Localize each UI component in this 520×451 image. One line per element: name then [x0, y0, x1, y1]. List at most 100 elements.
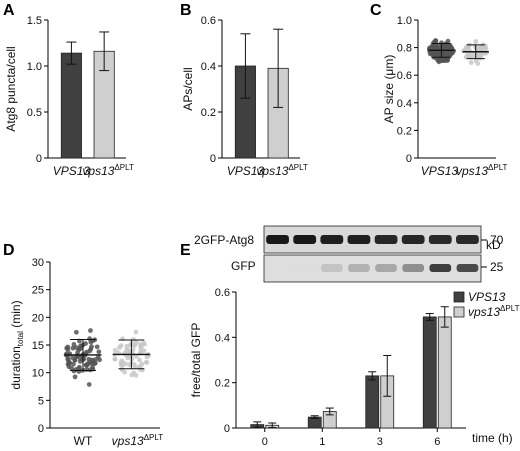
blot-band-row2: [293, 264, 316, 272]
chart-d-point: [138, 344, 144, 350]
blot-marker-70: 70: [490, 233, 504, 247]
chart-d-y-label-sub: total: [16, 331, 25, 346]
chart-c-x-label-0-text: VPS13: [421, 164, 459, 178]
blot-band-row1: [456, 235, 479, 244]
chart-d-point: [133, 329, 139, 335]
chart-e-legend-label-1: vps13ΔPLT: [468, 304, 520, 319]
chart-c-point: [429, 45, 435, 50]
chart-d-y-tick-label: 25: [32, 285, 44, 297]
chart-d-point: [72, 357, 78, 363]
chart-e-legend-label-0: VPS13: [468, 290, 506, 304]
chart-d-point: [88, 328, 93, 333]
blot-band-row2: [456, 264, 479, 272]
chart-e-x-tick-label: 1: [319, 436, 325, 448]
chart-a-x-label-0: VPS13: [53, 164, 91, 178]
chart-e-legend-text-0: VPS13: [468, 290, 506, 304]
chart-d-point: [71, 342, 77, 347]
chart-a-x-label-0-text: VPS13: [53, 164, 91, 178]
chart-e-y-tick-label: 0.2: [215, 378, 230, 390]
chart-d-point: [76, 346, 82, 352]
panel-label-e: E: [180, 242, 191, 259]
chart-c-point: [444, 58, 450, 63]
chart-c-point: [475, 53, 481, 59]
chart-a-x-label-1: vps13ΔPLT: [82, 163, 134, 178]
chart-d-point: [86, 356, 92, 362]
western-blot: kD 2GFP-Atg8 GFP 70 25: [194, 225, 504, 283]
chart-d-point: [77, 364, 82, 370]
chart-d-point: [70, 345, 76, 351]
chart-c-point: [448, 51, 453, 57]
chart-b-y-tick-label: 0.4: [201, 61, 216, 73]
chart-c-y-tick-label: 0: [406, 153, 412, 165]
blot-kd-label: kD: [486, 238, 501, 252]
chart-b-y-tick-label: 0.2: [201, 107, 216, 119]
chart-d-point: [73, 329, 79, 335]
chart-d-y-tick-label: 30: [32, 257, 44, 269]
chart-d-point: [112, 356, 118, 362]
chart-d-point: [94, 344, 100, 350]
blot-band-row2: [348, 264, 370, 272]
chart-d-point: [87, 367, 93, 373]
blot-row-label-gfp: GFP: [231, 259, 256, 273]
chart-c-point: [473, 39, 479, 44]
chart-b-x-label-1-text: vps13: [256, 164, 288, 178]
chart-e: 0 0.2 0.4 0.6 0 1 3 6 free/total GFP time (h) VPS1…: [189, 287, 520, 448]
chart-a-x-label-1-superscript: ΔPLT: [114, 163, 134, 172]
chart-d-y-tick-label: 15: [32, 340, 44, 352]
chart-a-y-tick-label: 1.5: [27, 15, 42, 27]
chart-c-y-tick-label: 0.8: [397, 43, 412, 55]
blot-band-row1: [374, 235, 398, 244]
chart-c-point: [445, 38, 451, 44]
chart-d-x-label-0: WT: [74, 434, 93, 448]
chart-c-point: [441, 54, 447, 60]
chart-c-y-tick-label: 0.6: [397, 70, 412, 82]
chart-e-y-tick-label: 0: [224, 423, 230, 435]
chart-d-point: [92, 360, 98, 366]
chart-d-y-tick-label: 5: [38, 395, 44, 407]
chart-b-x-label-1: vps13ΔPLT: [256, 163, 308, 178]
chart-e-x-label: time (h): [472, 431, 513, 445]
blot-band-row1: [320, 235, 344, 244]
chart-a-y-tick-label: 1.0: [27, 61, 42, 73]
blot-band-row2: [266, 264, 289, 272]
chart-a-y-tick-label: 0.5: [27, 107, 42, 119]
chart-d-y-tick-label: 0: [38, 423, 44, 435]
chart-d-x-label-1: vps13ΔPLT: [112, 433, 164, 448]
chart-a-x-label-1-text: vps13: [82, 164, 114, 178]
chart-d: 0 5 10 15 20 25 30 WT vps13ΔPLT durationtotal (mi…: [9, 257, 163, 448]
chart-d-point: [118, 343, 124, 349]
blot-band-row2: [375, 264, 397, 272]
chart-d-x-label-1-text: vps13: [112, 434, 144, 448]
chart-d-point: [71, 368, 77, 374]
blot-band-row1: [347, 235, 371, 244]
blot-row-label-2gfp-atg8: 2GFP-Atg8: [194, 233, 254, 247]
chart-e-y-tick-label: 0.6: [215, 287, 230, 299]
panel-label-b: B: [180, 2, 192, 19]
chart-d-point: [66, 361, 72, 367]
chart-b-y-tick-label: 0: [210, 153, 216, 165]
chart-d-point: [121, 351, 127, 356]
chart-d-point: [86, 382, 92, 387]
chart-e-bar-0: [365, 375, 380, 429]
chart-c-y-label: AP size (μm): [382, 55, 396, 124]
chart-a-bar-0: [60, 52, 82, 159]
chart-e-x-tick-label: 6: [434, 436, 440, 448]
blot-band-row2: [402, 264, 425, 272]
chart-b-x-label-1-superscript: ΔPLT: [288, 163, 308, 172]
blot-band-row1: [266, 235, 289, 244]
chart-d-point: [76, 369, 82, 374]
chart-a-y-label: Atg8 puncta/cell: [4, 46, 18, 131]
chart-c-x-label-1: vps13ΔPLT: [456, 163, 508, 178]
chart-d-point: [85, 361, 91, 366]
chart-b-x-label-0: VPS13: [227, 164, 265, 178]
chart-d-point: [134, 340, 140, 345]
panel-label-a: A: [3, 2, 15, 19]
chart-d-x-label-0-text: WT: [74, 434, 93, 448]
chart-d-y-tick-label: 10: [32, 368, 44, 380]
chart-e-bar-1: [437, 316, 452, 429]
chart-c-point: [468, 60, 474, 65]
chart-a-y-tick-label: 0: [36, 153, 42, 165]
chart-d-point: [131, 337, 136, 342]
